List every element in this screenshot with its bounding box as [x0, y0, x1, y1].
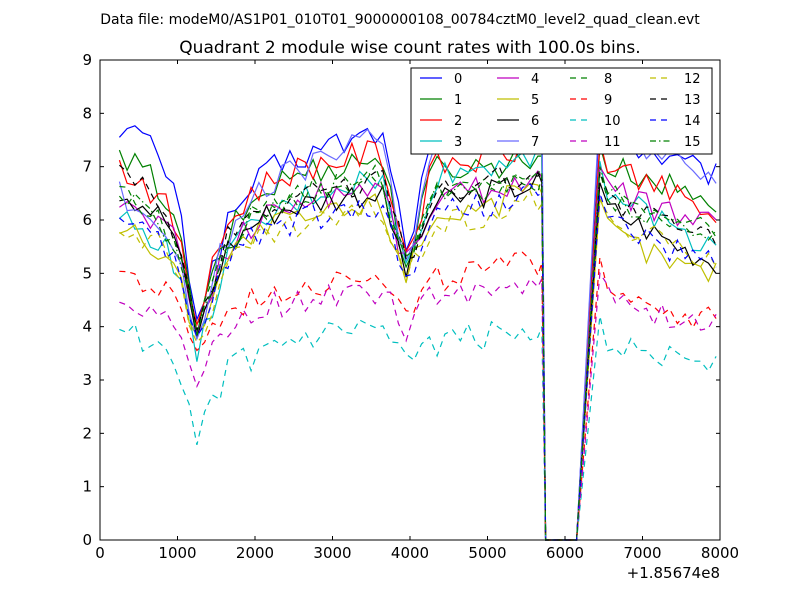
y-tick-label: 9 [82, 51, 92, 69]
x-tick-label: 8000 [701, 544, 739, 562]
x-tick-label: 0 [95, 544, 105, 562]
x-tick-label: 1000 [158, 544, 196, 562]
x-tick-label: 4000 [391, 544, 429, 562]
series-line-2 [118, 133, 717, 541]
legend-label-13: 13 [684, 93, 701, 108]
y-tick-label: 4 [82, 318, 92, 336]
legend-label-4: 4 [531, 72, 539, 87]
legend-label-15: 15 [684, 135, 701, 150]
x-axis: 0 1000 2000 3000 4000 5000 6000 7000 8000 [95, 60, 739, 562]
data-file-suptitle: Data file: modeM0/AS1P01_010T01_90000001… [100, 12, 700, 28]
legend-label-10: 10 [604, 114, 621, 129]
series-line-10 [119, 315, 717, 541]
legend-label-6: 6 [531, 114, 539, 129]
x-tick-label: 5000 [468, 544, 506, 562]
series-line-1 [118, 145, 717, 541]
legend-label-7: 7 [531, 135, 539, 150]
y-tick-label: 0 [82, 531, 92, 549]
legend-label-9: 9 [604, 93, 612, 108]
legend-label-5: 5 [531, 93, 539, 108]
series-line-9 [119, 251, 717, 541]
series-line-14 [119, 183, 717, 541]
y-tick-label: 3 [82, 371, 92, 389]
x-tick-label: 2000 [236, 544, 274, 562]
legend-label-14: 14 [684, 114, 701, 129]
legend-label-11: 11 [604, 135, 621, 150]
legend-label-12: 12 [684, 72, 701, 87]
series-line-12 [119, 189, 717, 541]
y-tick-label: 6 [82, 211, 92, 229]
y-tick-label: 1 [82, 478, 92, 496]
y-tick-label: 5 [82, 264, 92, 282]
series-line-0 [118, 105, 717, 541]
x-tick-label: 7000 [623, 544, 661, 562]
legend-box [410, 67, 713, 155]
legend-label-8: 8 [604, 72, 612, 87]
x-tick-label: 3000 [313, 544, 351, 562]
x-tick-label: 6000 [546, 544, 584, 562]
plot-lines [118, 78, 717, 541]
y-tick-label: 2 [82, 424, 92, 442]
series-line-11 [119, 271, 717, 541]
x-offset-label: +1.85674e8 [627, 564, 720, 582]
y-tick-label: 8 [82, 104, 92, 122]
series-line-15 [118, 166, 717, 541]
series-line-6 [119, 170, 717, 541]
y-tick-label: 7 [82, 158, 92, 176]
legend-label-0: 0 [454, 72, 462, 87]
series-line-8 [119, 164, 717, 541]
legend-label-2: 2 [454, 114, 462, 129]
legend-label-3: 3 [454, 135, 462, 150]
legend-label-1: 1 [454, 93, 462, 108]
chart-title: Quadrant 2 module wise count rates with … [179, 38, 640, 58]
